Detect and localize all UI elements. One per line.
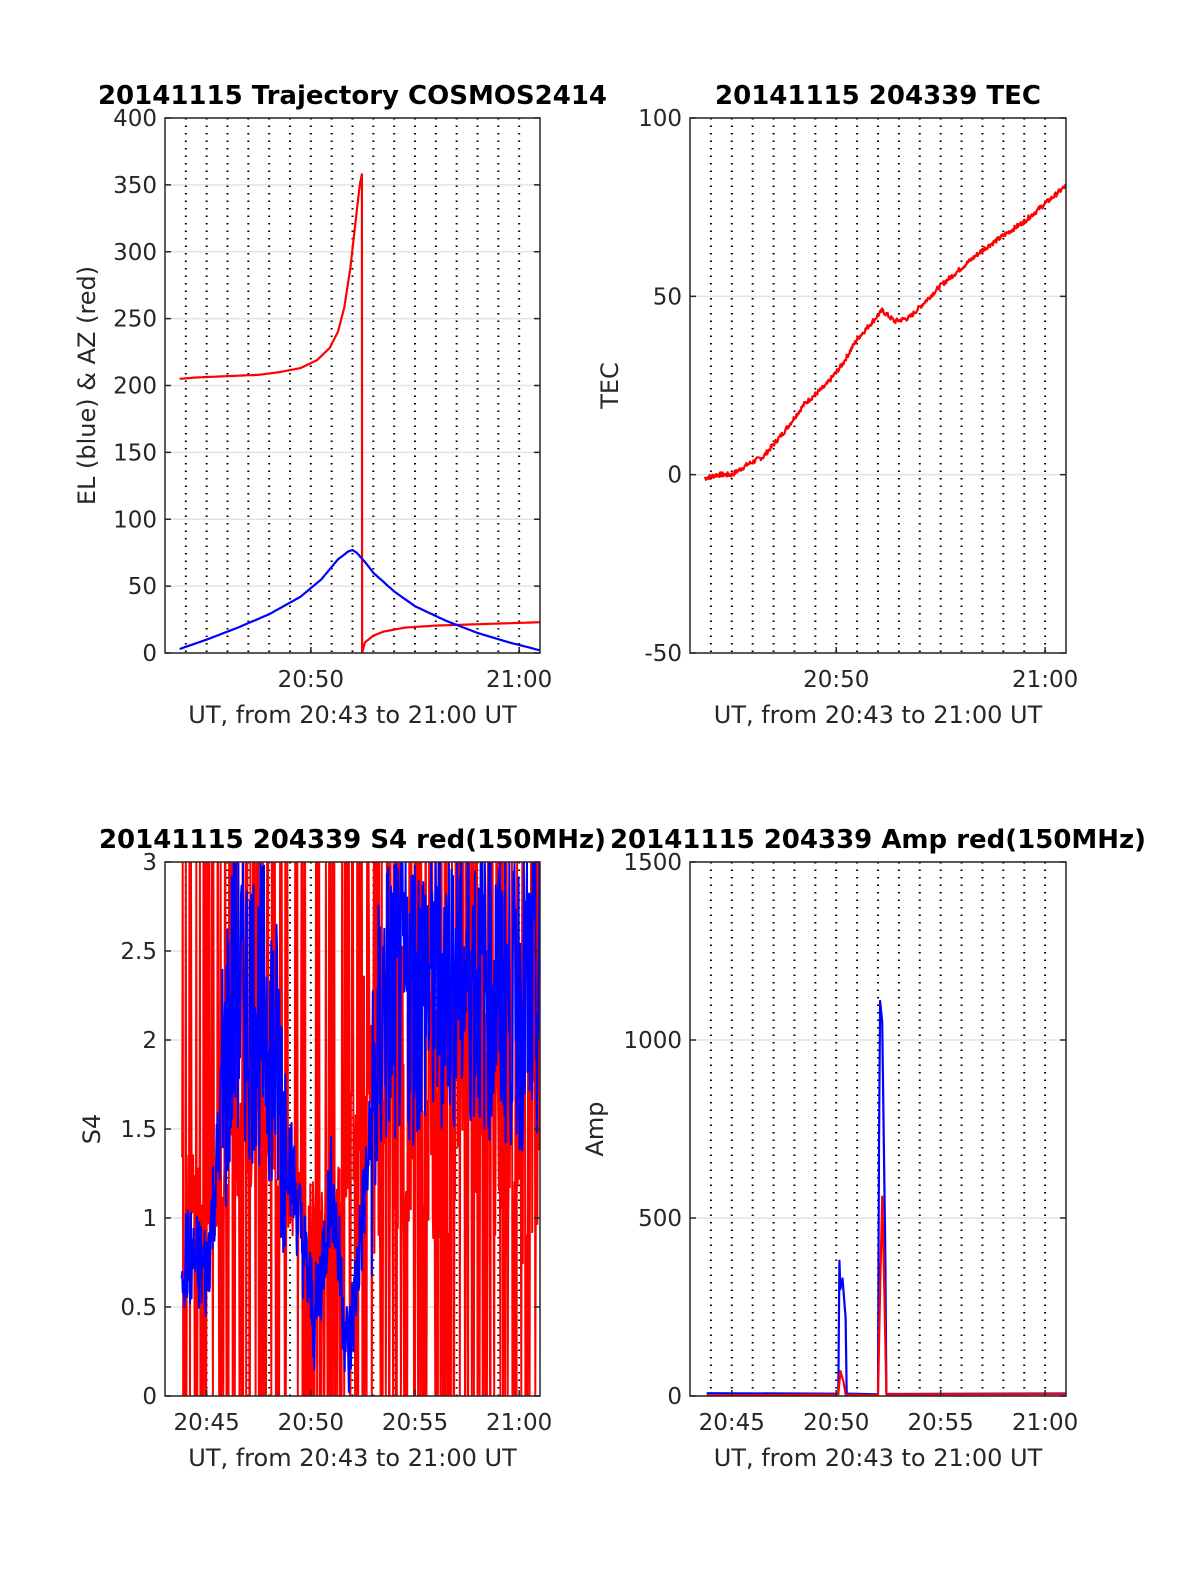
series-line (179, 173, 540, 653)
x-tick-label: 20:55 (382, 1410, 448, 1436)
y-tick-label: 50 (128, 574, 157, 600)
x-tick-label: 21:00 (1012, 667, 1078, 693)
s4-panel: 0 0.5 1 1.5 2 2.5 3 20:45 20:50 20:55 21:00 2014111… (78, 825, 606, 1472)
x-axis-label: UT, from 20:43 to 21:00 UT (188, 1444, 517, 1472)
y-tick-label: 2.5 (120, 939, 157, 965)
x-axis-label: UT, from 20:43 to 21:00 UT (714, 1444, 1043, 1472)
y-axis-label: S4 (78, 1114, 106, 1145)
y-tick-label: 3 (142, 850, 157, 876)
y-tick-label: 0 (142, 641, 157, 667)
y-tick-label: 2 (142, 1028, 157, 1054)
y-tick-label: 400 (113, 106, 157, 132)
y-tick-label: 350 (113, 173, 157, 199)
y-tick-label: 200 (113, 374, 157, 400)
x-tick-label: 20:45 (174, 1410, 240, 1436)
series-line (706, 1195, 1066, 1396)
chart-title: 20141115 204339 S4 red(150MHz) (99, 825, 606, 855)
y-tick-label: 1000 (623, 1028, 682, 1054)
series-group (180, 862, 540, 1396)
y-tick-label: 0.5 (120, 1295, 157, 1321)
x-axis-label: UT, from 20:43 to 21:00 UT (188, 701, 517, 729)
chart-title: 20141115 204339 Amp red(150MHz) (610, 825, 1146, 855)
series-line (706, 999, 1066, 1396)
y-axis-label: TEC (596, 362, 624, 410)
y-tick-label: 0 (142, 1384, 157, 1410)
series-group (179, 173, 540, 653)
y-tick-label: -50 (644, 641, 682, 667)
series-line (179, 548, 540, 652)
y-tick-label: 50 (653, 284, 682, 310)
y-tick-label: 300 (113, 240, 157, 266)
y-tick-label: 100 (638, 106, 682, 132)
y-tick-label: 1500 (623, 850, 682, 876)
x-tick-label: 21:00 (486, 1410, 552, 1436)
x-tick-label: 20:45 (699, 1410, 765, 1436)
y-tick-label: 100 (113, 507, 157, 533)
y-tick-label: 500 (638, 1206, 682, 1232)
x-tick-label: 20:55 (908, 1410, 974, 1436)
series-line (703, 183, 1066, 481)
series-group (703, 183, 1066, 481)
chart-title: 20141115 Trajectory COSMOS2414 (98, 81, 607, 111)
y-tick-label: 1 (142, 1206, 157, 1232)
axes-box (689, 861, 1067, 1397)
x-tick-label: 21:00 (1012, 1410, 1078, 1436)
chart-title: 20141115 204339 TEC (715, 81, 1041, 111)
y-axis-label: Amp (581, 1101, 609, 1156)
series-line (180, 862, 540, 1396)
x-tick-label: 20:50 (803, 1410, 869, 1436)
axes-box (689, 117, 1067, 654)
y-axis-label: EL (blue) & AZ (red) (73, 266, 101, 505)
series-line (180, 862, 540, 1393)
y-tick-label: 250 (113, 307, 157, 333)
y-tick-label: 150 (113, 440, 157, 466)
x-axis-label: UT, from 20:43 to 21:00 UT (714, 701, 1043, 729)
y-tick-label: 1.5 (120, 1117, 157, 1143)
y-tick-label: 0 (667, 1384, 682, 1410)
tec-panel: -50 0 50 100 20:50 21:00 20141115 204339 TEC UT… (596, 81, 1078, 729)
x-tick-label: 20:50 (278, 667, 344, 693)
trajectory-panel: 0 50 100 150 200 250 300 350 400 20:50 21:00 201411… (73, 81, 607, 729)
x-tick-label: 20:50 (803, 667, 869, 693)
series-group (706, 999, 1066, 1396)
x-tick-label: 20:50 (278, 1410, 344, 1436)
y-tick-label: 0 (667, 463, 682, 489)
amp-panel: 0 500 1000 1500 20:45 20:50 20:55 21:00 20141115… (581, 825, 1146, 1472)
x-tick-label: 21:00 (486, 667, 552, 693)
